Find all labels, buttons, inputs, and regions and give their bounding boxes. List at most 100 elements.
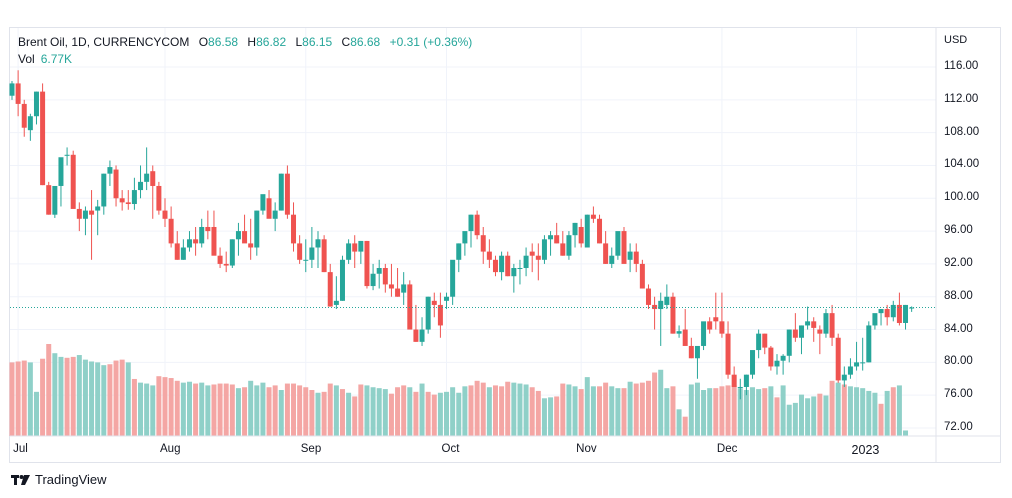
candle	[101, 173, 107, 215]
candle-body	[639, 263, 645, 289]
candle-body	[670, 296, 676, 334]
candle-body	[76, 208, 82, 219]
candle	[627, 243, 633, 273]
price-tick-label: 76.00	[944, 388, 973, 401]
candle	[162, 198, 168, 227]
candle	[829, 304, 835, 346]
volume-bar	[284, 383, 290, 436]
candle-body	[205, 226, 211, 232]
volume-bar	[645, 380, 651, 436]
candle-body	[535, 255, 541, 260]
volume-bar	[382, 389, 388, 436]
volume-bar	[217, 383, 223, 436]
candle	[376, 259, 382, 289]
volume-bar	[523, 384, 529, 436]
candle	[645, 284, 651, 310]
volume-bar	[407, 387, 413, 436]
volume-bar	[554, 396, 560, 436]
candle	[70, 150, 76, 209]
candle-body	[713, 317, 719, 322]
volume-bar	[664, 388, 670, 436]
candle	[841, 366, 847, 387]
volume-bar	[707, 388, 713, 436]
candle	[597, 214, 603, 244]
candle	[58, 157, 64, 207]
candle	[609, 247, 615, 269]
candle	[21, 99, 27, 137]
candle-body	[401, 284, 407, 293]
volume-bar	[437, 392, 443, 436]
volume-bar	[223, 383, 229, 436]
candle	[511, 263, 517, 293]
volume-bar	[627, 381, 633, 436]
time-tick-label: 2023	[851, 443, 880, 457]
candle-body	[315, 239, 321, 248]
candle	[780, 354, 786, 375]
volume-bar	[541, 398, 547, 436]
candle	[89, 190, 95, 260]
volume-bar	[560, 383, 566, 436]
volume-bar	[199, 382, 205, 436]
candle-body	[609, 255, 615, 264]
candle-body	[750, 350, 756, 375]
candle-body	[841, 374, 847, 381]
candle	[456, 243, 462, 273]
candle-body	[9, 83, 15, 96]
candle-body	[621, 231, 627, 264]
volume-bar	[174, 380, 180, 436]
volume-bar	[272, 385, 278, 436]
volume-bar	[321, 391, 327, 436]
volume-bar	[388, 393, 394, 436]
candle-body	[248, 243, 254, 248]
candle-body	[554, 235, 560, 244]
volume-bar	[401, 385, 407, 436]
candle-body	[694, 345, 700, 359]
candle	[737, 378, 743, 400]
candle	[327, 263, 333, 307]
volume-bar	[119, 359, 125, 436]
candle-body	[40, 91, 46, 186]
candle-body	[835, 337, 841, 381]
candle	[792, 313, 798, 342]
currency-label: USD	[944, 34, 968, 46]
candle-body	[370, 273, 376, 287]
candle-body	[572, 222, 578, 236]
candle-body	[272, 210, 278, 219]
candle	[535, 243, 541, 281]
candle	[33, 91, 39, 125]
candle	[633, 243, 639, 273]
price-tick-label: 108.00	[944, 125, 980, 138]
candle-body	[21, 103, 27, 128]
volume-bar	[609, 386, 615, 436]
volume-bar	[64, 357, 70, 436]
candle-body	[682, 329, 688, 346]
volume-bar	[762, 388, 768, 436]
candle	[701, 321, 707, 351]
candle	[682, 309, 688, 346]
candle	[798, 325, 804, 355]
candle	[652, 296, 658, 330]
volume-bar	[468, 385, 474, 436]
volume-bar	[548, 397, 554, 436]
candle	[890, 300, 896, 322]
open-value: 86.58	[208, 35, 239, 49]
candle	[603, 231, 609, 264]
candle	[82, 206, 88, 236]
candle	[566, 231, 572, 260]
volume-bar	[309, 390, 315, 436]
volume-bar	[205, 385, 211, 436]
candle-body	[346, 243, 352, 260]
candle	[811, 317, 817, 342]
candle-body	[847, 366, 853, 375]
candle	[505, 251, 511, 277]
volume-bar	[713, 388, 719, 436]
candle	[584, 214, 590, 248]
candle	[480, 226, 486, 264]
low-value: 86.15	[302, 35, 333, 49]
candle-body	[645, 288, 651, 305]
volume-bar	[346, 392, 352, 436]
volume-bar	[658, 369, 664, 436]
volume-bar	[743, 390, 749, 436]
tradingview-brand[interactable]: TradingView	[11, 472, 107, 487]
